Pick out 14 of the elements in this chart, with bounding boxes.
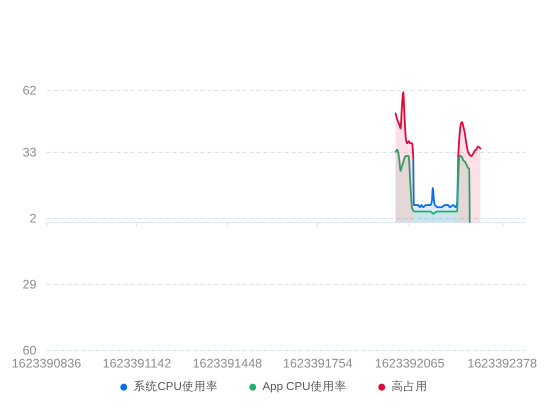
x-tick-label: 1623392065 bbox=[374, 356, 444, 370]
legend-label: 系统CPU使用率 bbox=[134, 379, 218, 394]
y-tick-label: 62 bbox=[22, 84, 37, 98]
x-tick-label: 1623392378 bbox=[467, 356, 537, 370]
legend-label: 高占用 bbox=[392, 379, 428, 394]
x-tick-label: 1623391754 bbox=[283, 356, 353, 370]
y-tick-label: 2 bbox=[30, 211, 37, 226]
y-tick-label: 33 bbox=[22, 145, 37, 160]
y-tick-label: 60 bbox=[22, 344, 37, 358]
x-tick-label: 1623391142 bbox=[102, 356, 172, 370]
x-tick-label: 1623390836 bbox=[12, 356, 82, 370]
y-tick-label: 29 bbox=[22, 277, 37, 292]
x-tick-label: 1623391448 bbox=[192, 356, 262, 370]
legend-label: App CPU使用率 bbox=[262, 379, 346, 394]
